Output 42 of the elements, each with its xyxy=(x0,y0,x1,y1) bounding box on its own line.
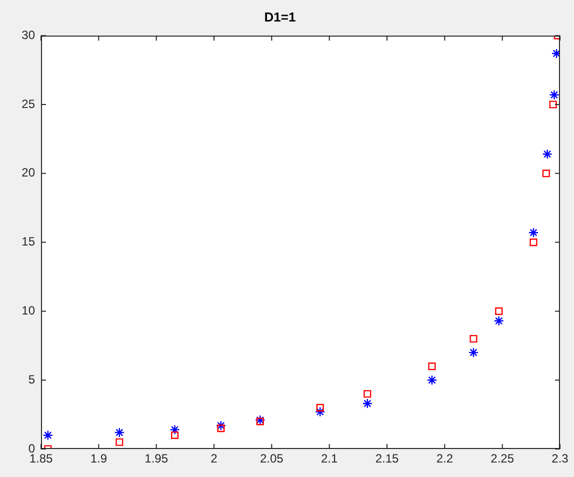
x-tick-label: 2.1 xyxy=(320,452,338,466)
point xyxy=(470,334,478,343)
point xyxy=(428,362,436,370)
y-tick-label: 15 xyxy=(22,234,36,249)
point xyxy=(116,438,124,446)
point xyxy=(551,48,560,59)
point xyxy=(216,420,226,431)
x-tick-label: 1.9 xyxy=(90,452,108,466)
point xyxy=(364,390,372,398)
x-tick-label: 2.05 xyxy=(260,452,284,466)
x-tick-label: 2 xyxy=(210,452,218,466)
point xyxy=(256,418,264,426)
point xyxy=(362,398,372,409)
point xyxy=(315,406,326,417)
point xyxy=(316,404,324,412)
chart-title: D1=1 xyxy=(264,9,296,24)
point xyxy=(528,228,539,238)
point xyxy=(426,375,438,386)
y-tick-label: 5 xyxy=(28,372,36,386)
x-tick-label: 1.95 xyxy=(144,452,168,466)
point xyxy=(495,307,503,315)
x-tick-label: 2.15 xyxy=(375,452,399,466)
point xyxy=(255,414,266,426)
point xyxy=(468,347,479,358)
point xyxy=(542,149,552,160)
y-tick-label: 10 xyxy=(22,304,36,318)
point xyxy=(217,424,225,432)
point xyxy=(494,316,504,326)
point xyxy=(549,100,557,108)
point xyxy=(42,430,54,440)
point xyxy=(171,431,179,439)
x-tick-label: 2.25 xyxy=(490,452,514,466)
y-tick-label: 25 xyxy=(22,96,36,111)
y-tick-label: 20 xyxy=(22,166,36,180)
x-tick-label: 2.2 xyxy=(436,452,454,466)
point xyxy=(542,170,550,178)
x-tick-label: 2.3 xyxy=(552,452,569,466)
point xyxy=(170,424,180,435)
point xyxy=(530,238,538,246)
y-tick-label: 30 xyxy=(22,28,36,42)
point xyxy=(549,90,560,100)
point xyxy=(114,427,125,438)
